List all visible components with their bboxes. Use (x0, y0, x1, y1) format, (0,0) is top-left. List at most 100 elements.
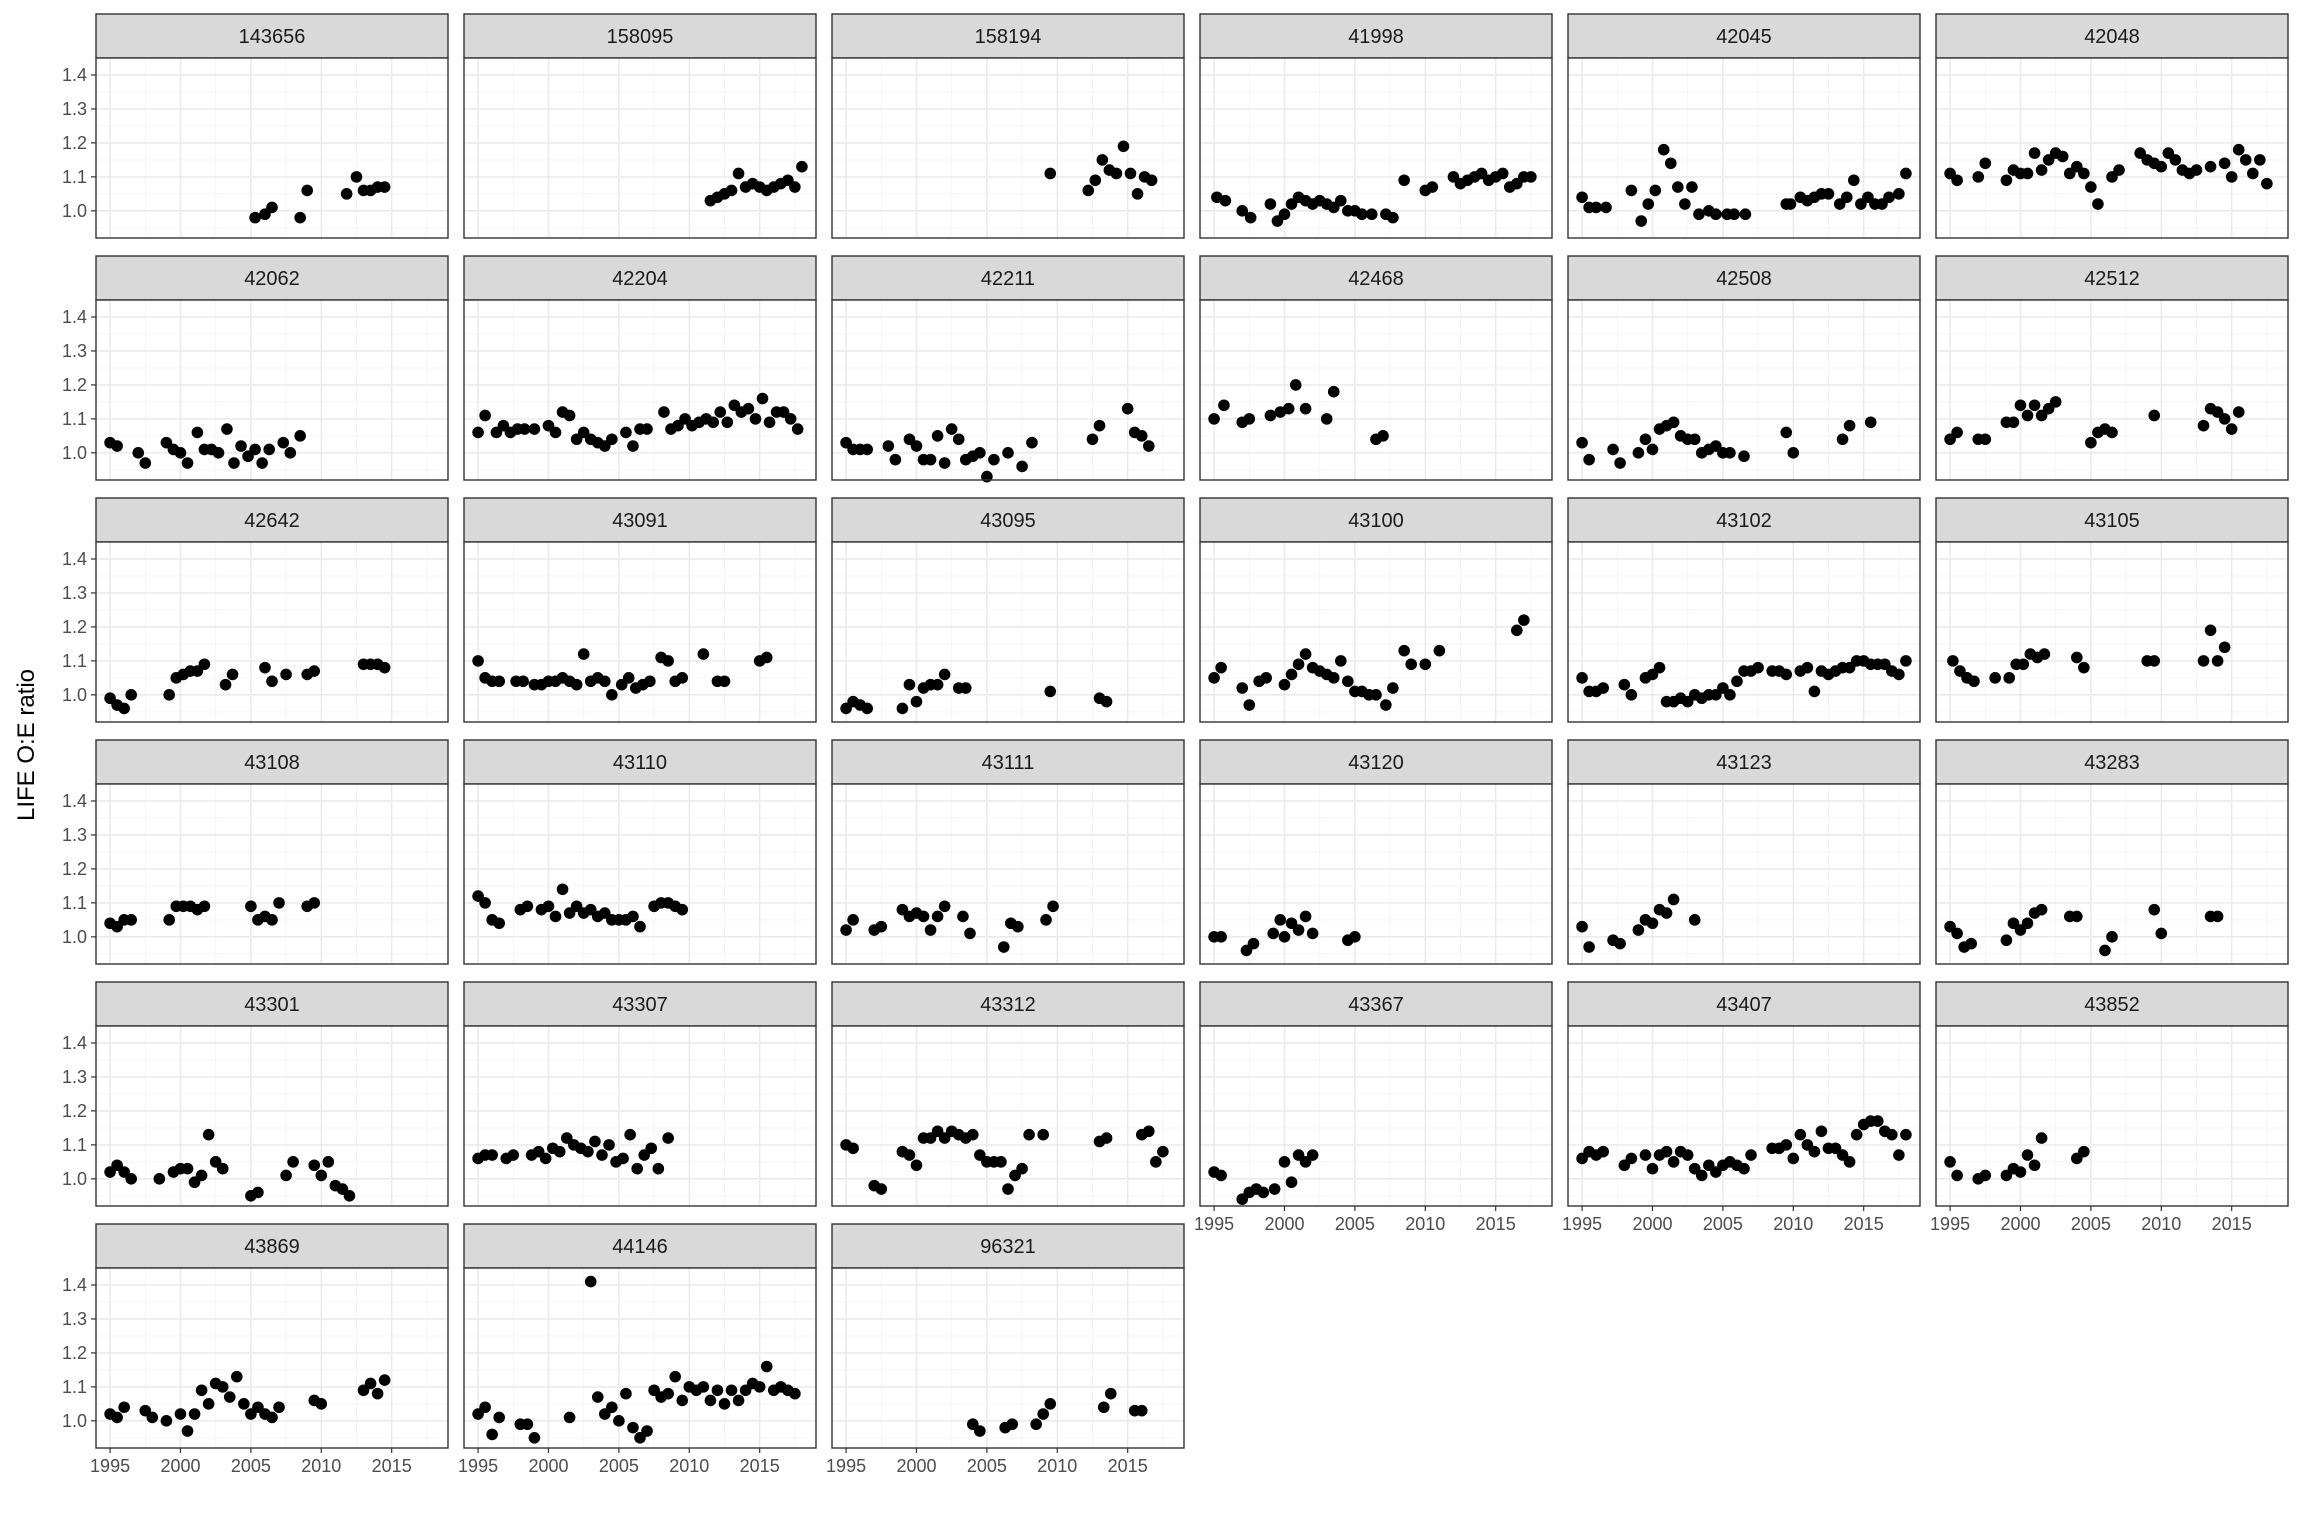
data-point (1840, 191, 1853, 204)
facet-panel: 43301 1.0 1.1 1.2 1.3 1.4 (62, 981, 449, 1207)
facet-panel: 42045 (1567, 13, 1921, 239)
data-point (1208, 413, 1220, 425)
data-point (938, 900, 951, 913)
data-point (2099, 944, 2111, 957)
facet-panel: 43110 (463, 739, 817, 965)
data-point (2218, 413, 2231, 425)
panel-background (832, 1268, 1184, 1448)
data-point (617, 1152, 629, 1165)
data-point (1738, 1162, 1750, 1175)
data-point (974, 447, 986, 459)
data-point (287, 1156, 299, 1168)
data-point (596, 1149, 608, 1161)
data-point (763, 416, 776, 429)
data-point (259, 661, 271, 674)
facet-panel: 42211 (831, 255, 1185, 483)
data-point (294, 430, 306, 442)
data-point (216, 1162, 229, 1175)
data-point (1292, 658, 1305, 671)
x-tick-label: 2000 (896, 1456, 936, 1476)
data-point (917, 910, 930, 923)
facet-label: 42062 (244, 268, 300, 290)
data-point (2021, 409, 2034, 422)
data-point (1387, 211, 1399, 224)
data-point (910, 1159, 923, 1172)
y-tick-label: 1.4 (62, 65, 87, 85)
data-point (2254, 154, 2266, 166)
data-point (1583, 941, 1595, 953)
data-point (118, 702, 130, 715)
data-point (228, 457, 240, 469)
data-point (223, 1391, 236, 1403)
data-point (725, 1384, 738, 1397)
panel-border (463, 1267, 817, 1449)
data-point (721, 416, 734, 429)
facet-label: 43301 (244, 994, 300, 1016)
facet-strip (1567, 497, 1921, 543)
data-point (1349, 931, 1361, 943)
data-point (2038, 648, 2051, 660)
data-point (974, 1425, 986, 1437)
y-tick-label: 1.3 (62, 341, 87, 361)
data-point (938, 457, 951, 469)
data-point (2071, 651, 2083, 664)
facet-panel: 43869 1.0 1.1 1.2 1.3 1.4 1995 2000 2005 2010 2015 (62, 1223, 449, 1476)
data-point (153, 1173, 166, 1185)
data-point (472, 655, 484, 667)
y-tick-label: 1.4 (62, 549, 87, 569)
data-point (263, 443, 275, 456)
data-point (1257, 1186, 1270, 1199)
data-point (280, 668, 292, 681)
data-point (577, 648, 590, 660)
data-point (308, 897, 321, 909)
y-tick-label: 1.2 (62, 617, 87, 637)
y-tick-label: 1.0 (62, 443, 87, 463)
data-point (315, 1169, 328, 1182)
data-point (235, 440, 247, 452)
facet-panel: 43367 1995 2000 2005 2010 2015 (1194, 981, 1553, 1234)
data-point (1299, 910, 1312, 923)
data-point (1278, 208, 1291, 221)
data-point (1327, 672, 1340, 684)
facet-panel: 43852 1995 2000 2005 2010 2015 (1930, 981, 2289, 1234)
panel-border (95, 57, 449, 239)
data-point (584, 1275, 597, 1288)
data-point (1657, 143, 1670, 156)
x-tick-label: 2015 (2212, 1214, 2252, 1234)
data-point (350, 171, 363, 183)
data-point (1023, 1128, 1035, 1141)
data-point (191, 426, 204, 439)
data-point (1243, 413, 1256, 425)
data-point (1576, 191, 1588, 204)
x-tick-label: 2015 (1476, 1214, 1516, 1234)
data-point (1693, 208, 1705, 221)
y-tick-label: 1.2 (62, 1343, 87, 1363)
facet-strip (1567, 739, 1921, 785)
data-point (1979, 157, 1992, 170)
data-point (1625, 689, 1638, 701)
facet-strip (1199, 497, 1553, 543)
data-point (1576, 672, 1588, 684)
data-point (903, 678, 916, 691)
data-point (1780, 668, 1793, 681)
facet-strip (95, 981, 449, 1027)
data-point (1660, 907, 1673, 919)
data-point (2204, 624, 2217, 637)
data-point (1664, 157, 1677, 170)
y-tick-label: 1.0 (62, 201, 87, 221)
y-tick-label: 1.3 (62, 1309, 87, 1329)
data-point (662, 655, 674, 667)
data-point (1836, 433, 1849, 446)
data-point (756, 392, 769, 405)
data-point (697, 648, 710, 660)
data-point (599, 675, 611, 688)
data-point (606, 689, 618, 701)
data-point (742, 402, 755, 415)
data-point (221, 423, 233, 435)
facet-panel: 158194 (831, 13, 1185, 239)
x-tick-label: 2005 (967, 1456, 1007, 1476)
facet-label: 42048 (2084, 26, 2140, 48)
data-point (266, 1411, 278, 1424)
data-point (959, 682, 972, 694)
facet-strip (1199, 255, 1553, 301)
